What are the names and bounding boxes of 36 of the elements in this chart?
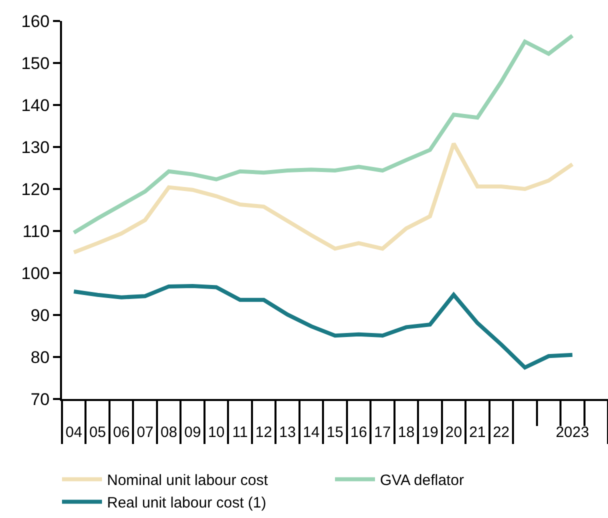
legend-label: GVA deflator <box>380 472 464 490</box>
y-tick-label: 90 <box>30 306 50 325</box>
x-tick-label: 12 <box>255 424 272 441</box>
x-tick-label: 08 <box>160 424 178 441</box>
x-tick-label: 22 <box>492 424 510 441</box>
x-tick-label: 05 <box>89 424 106 441</box>
line-series <box>72 142 574 254</box>
x-tick-label: 09 <box>184 424 201 441</box>
y-tick-label: 140 <box>21 96 50 115</box>
x-tick-label: 13 <box>279 424 296 441</box>
legend-label: Nominal unit labour cost <box>107 472 269 490</box>
x-tick-label: 2023 <box>556 424 590 441</box>
y-tick-label: 120 <box>21 180 50 199</box>
y-tick-label: 160 <box>21 12 50 31</box>
x-tick-label: 15 <box>326 424 344 441</box>
legend-label: Real unit labour cost (1) <box>107 494 266 512</box>
y-tick-label: 80 <box>30 348 50 367</box>
x-tick-label: 19 <box>422 424 438 441</box>
y-tick-label: 150 <box>21 54 50 73</box>
x-tick-label: 14 <box>302 424 320 441</box>
x-tick-label: 18 <box>398 424 415 441</box>
y-tick-label: 130 <box>21 138 50 157</box>
x-tick-label: 11 <box>232 424 248 441</box>
x-tick-label: 04 <box>66 424 82 441</box>
x-tick-label: 16 <box>350 424 368 441</box>
x-tick-label: 20 <box>445 424 462 441</box>
x-tick-label: 07 <box>136 424 154 441</box>
y-tick-label: 70 <box>30 390 50 409</box>
y-tick-label: 100 <box>21 264 50 283</box>
line-series <box>72 34 574 235</box>
y-tick-label: 110 <box>22 222 50 241</box>
x-tick-label: 17 <box>374 424 391 441</box>
x-tick-label: 21 <box>469 424 486 441</box>
line-series <box>72 284 574 370</box>
x-tick-label: 10 <box>208 424 225 441</box>
x-tick-label: 06 <box>113 424 130 441</box>
